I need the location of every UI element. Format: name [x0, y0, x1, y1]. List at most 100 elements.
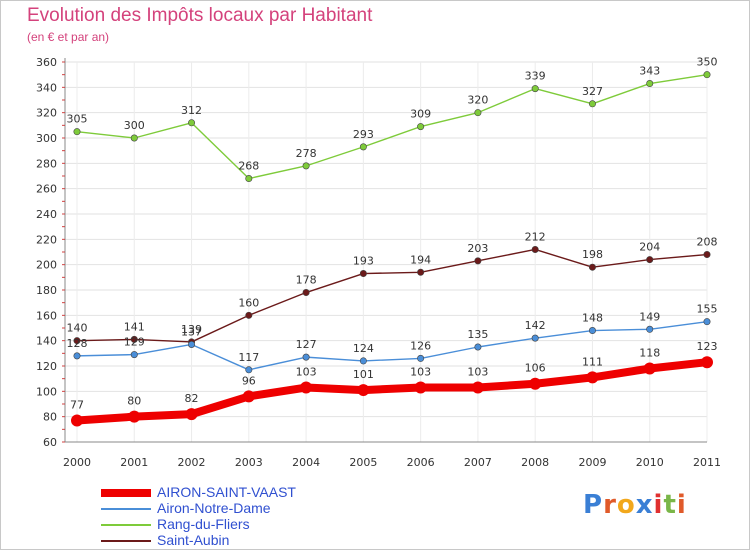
y-tick-label: 320 — [36, 107, 57, 120]
data-label-airon-saint-vaast: 77 — [70, 398, 84, 411]
chart-subtitle: (en € et par an) — [27, 30, 110, 44]
data-point-airon-saint-vaast — [414, 381, 427, 394]
data-label-rang-du-fliers: 343 — [639, 65, 660, 78]
data-label-airon-saint-vaast: 101 — [353, 368, 374, 381]
x-tick-label: 2005 — [349, 456, 377, 469]
legend: AIRON-SAINT-VAAST Airon-Notre-Dame Rang-du… — [101, 484, 431, 549]
series-line-saint-aubin — [76, 248, 708, 343]
x-tick-label: 2007 — [464, 456, 492, 469]
y-tick-label: 60 — [43, 436, 57, 449]
data-point-saint-aubin — [417, 268, 425, 276]
data-label-airon-notre-dame: 124 — [353, 342, 374, 355]
data-label-saint-aubin: 194 — [410, 253, 431, 266]
data-label-rang-du-fliers: 327 — [582, 85, 603, 98]
data-point-rang-du-fliers — [417, 123, 425, 131]
data-point-airon-saint-vaast — [71, 414, 83, 427]
data-point-airon-notre-dame — [417, 354, 425, 362]
legend-label: Airon-Notre-Dame — [157, 500, 271, 516]
data-point-airon-notre-dame — [245, 366, 253, 374]
data-point-airon-saint-vaast — [471, 381, 484, 394]
data-label-airon-notre-dame: 129 — [124, 336, 145, 349]
data-label-saint-aubin: 140 — [67, 322, 88, 335]
data-label-saint-aubin: 212 — [525, 230, 546, 243]
y-tick-label: 80 — [43, 411, 57, 424]
x-tick-label: 2003 — [235, 456, 263, 469]
data-point-saint-aubin — [130, 335, 138, 343]
data-label-airon-notre-dame: 148 — [582, 312, 603, 325]
data-point-airon-saint-vaast — [586, 371, 599, 384]
legend-label: Rang-du-Fliers — [157, 516, 250, 532]
data-point-airon-notre-dame — [359, 357, 367, 365]
data-point-airon-saint-vaast — [643, 362, 656, 375]
data-point-airon-notre-dame — [531, 334, 539, 342]
y-tick-label: 140 — [36, 335, 57, 348]
brand-logo: Proxiti — [583, 490, 687, 520]
chart-title: Evolution des Impôts locaux par Habitant — [27, 5, 373, 26]
x-tick-label: 2008 — [521, 456, 549, 469]
data-point-saint-aubin — [73, 337, 81, 345]
brand-letter: i — [653, 490, 664, 520]
legend-label: AIRON-SAINT-VAAST — [157, 484, 296, 500]
brand-letter: x — [635, 490, 654, 520]
data-label-airon-notre-dame: 127 — [296, 338, 317, 351]
data-label-airon-notre-dame: 149 — [639, 310, 660, 323]
data-point-saint-aubin — [359, 270, 367, 278]
data-label-saint-aubin: 203 — [467, 242, 488, 255]
legend-swatch — [101, 524, 151, 526]
y-tick-label: 180 — [36, 284, 57, 297]
data-point-airon-notre-dame — [646, 325, 654, 333]
data-label-airon-saint-vaast: 123 — [697, 340, 718, 353]
y-tick-label: 100 — [36, 385, 57, 398]
series-line-rang-du-fliers — [76, 73, 708, 180]
data-label-rang-du-fliers: 293 — [353, 128, 374, 141]
data-label-airon-saint-vaast: 80 — [127, 395, 141, 408]
data-label-airon-notre-dame: 128 — [67, 337, 88, 350]
x-tick-label: 2000 — [63, 456, 91, 469]
data-point-airon-notre-dame — [302, 353, 310, 361]
data-label-airon-saint-vaast: 118 — [639, 347, 660, 360]
data-label-airon-saint-vaast: 96 — [242, 374, 256, 387]
data-point-saint-aubin — [588, 263, 596, 271]
data-point-rang-du-fliers — [130, 134, 138, 142]
data-point-airon-saint-vaast — [701, 356, 713, 369]
data-label-airon-saint-vaast: 103 — [467, 366, 488, 379]
data-label-airon-notre-dame: 155 — [697, 303, 718, 316]
data-point-airon-notre-dame — [188, 340, 196, 348]
data-point-airon-notre-dame — [130, 351, 138, 359]
y-tick-label: 300 — [36, 132, 57, 145]
data-point-saint-aubin — [703, 251, 711, 259]
label-layer: 305 300 312 268 278 293 309 320 339 327 343 350 140 1… — [67, 56, 718, 412]
data-label-airon-saint-vaast: 103 — [296, 366, 317, 379]
y-tick-label: 340 — [36, 81, 57, 94]
data-point-airon-notre-dame — [73, 352, 81, 360]
data-point-saint-aubin — [474, 257, 482, 265]
data-label-airon-saint-vaast: 103 — [410, 366, 431, 379]
data-label-saint-aubin: 141 — [124, 320, 145, 333]
series-layer — [71, 71, 713, 427]
data-label-rang-du-fliers: 309 — [410, 108, 431, 121]
data-label-rang-du-fliers: 305 — [67, 113, 88, 126]
y-tick-label: 260 — [36, 183, 57, 196]
x-tick-label: 2011 — [693, 456, 721, 469]
data-point-airon-saint-vaast — [185, 408, 198, 421]
data-point-rang-du-fliers — [302, 162, 310, 170]
data-label-rang-du-fliers: 350 — [697, 56, 718, 69]
data-label-rang-du-fliers: 320 — [467, 94, 488, 107]
axis-layer: 60 80 100 120 140 160 180 200 220 240 260 280 300 320… — [36, 56, 721, 469]
data-label-saint-aubin: 204 — [639, 241, 660, 254]
data-point-rang-du-fliers — [73, 128, 81, 136]
data-label-airon-saint-vaast: 106 — [525, 362, 546, 375]
x-tick-label: 2004 — [292, 456, 320, 469]
data-label-rang-du-fliers: 278 — [296, 147, 317, 160]
x-tick-label: 2002 — [178, 456, 206, 469]
data-label-rang-du-fliers: 300 — [124, 119, 145, 132]
data-label-saint-aubin: 198 — [582, 248, 603, 261]
y-tick-label: 120 — [36, 360, 57, 373]
data-point-airon-saint-vaast — [357, 384, 370, 397]
y-tick-label: 240 — [36, 208, 57, 221]
brand-letter: t — [663, 490, 677, 520]
grid-layer — [65, 61, 708, 443]
legend-label: Saint-Aubin — [157, 532, 230, 548]
data-label-rang-du-fliers: 339 — [525, 70, 546, 83]
